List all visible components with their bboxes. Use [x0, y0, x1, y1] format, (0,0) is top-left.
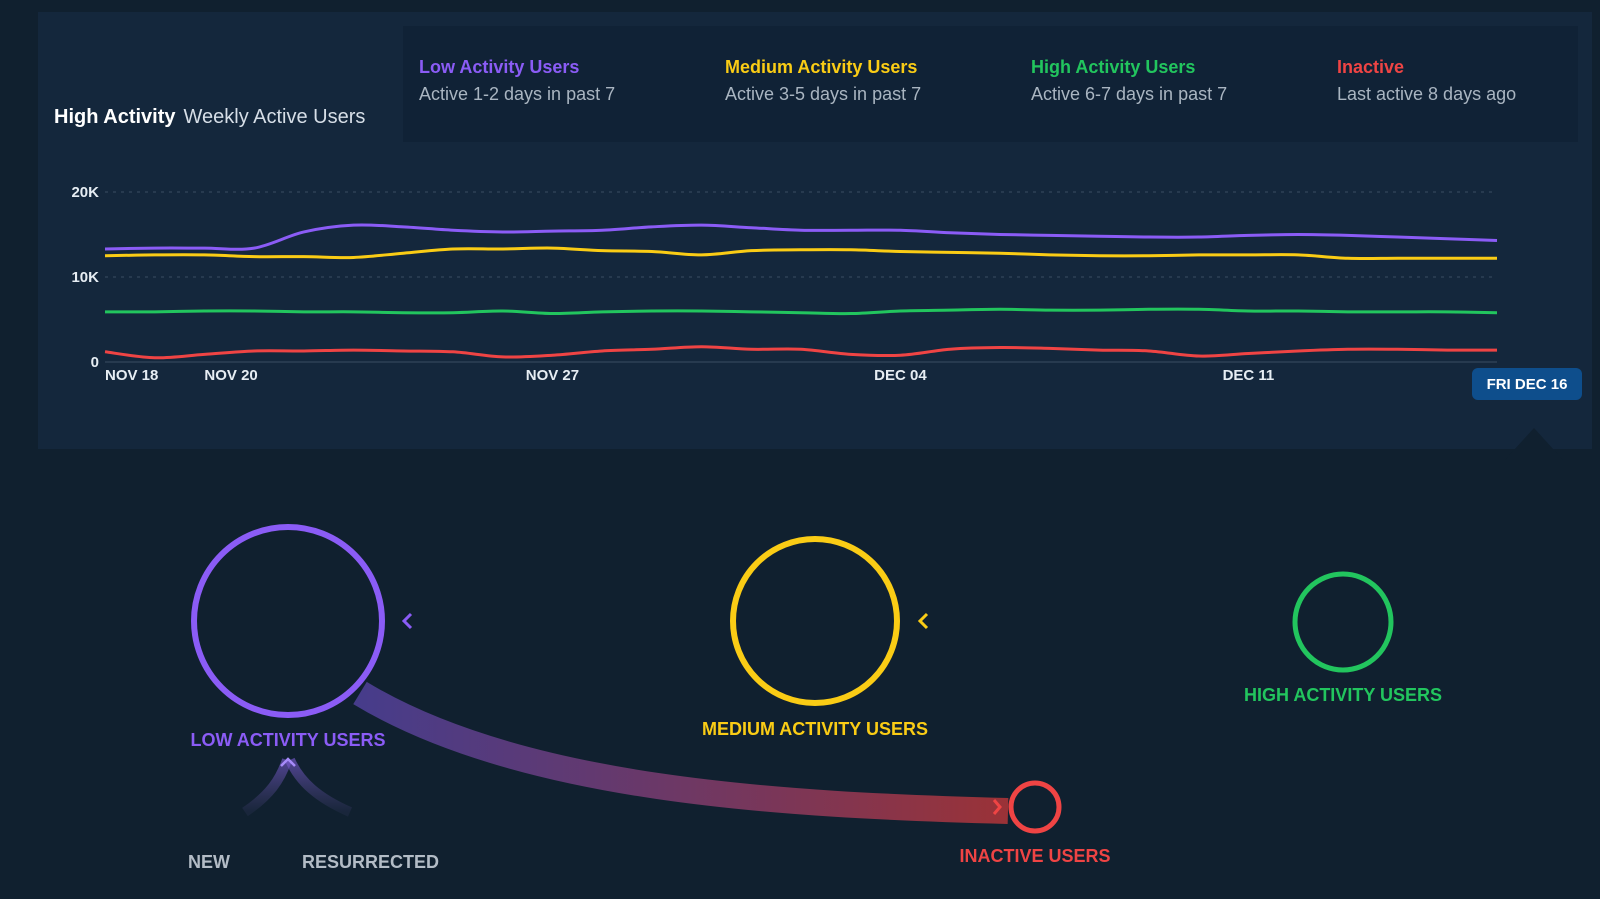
title-bold: High Activity: [54, 106, 176, 128]
x-tick-label: DEC 04: [874, 367, 927, 384]
legend-item-low[interactable]: Low Activity Users Active 1-2 days in pa…: [419, 57, 615, 105]
chart-panel: High Activity Weekly Active Users Low Act…: [38, 12, 1592, 461]
chevron-left-icon: [401, 612, 413, 630]
legend-name: High Activity Users: [1031, 57, 1196, 77]
high-activity-node: [1292, 571, 1394, 673]
series-line: [104, 223, 1498, 251]
chart-title: High Activity Weekly Active Users: [54, 106, 365, 129]
legend-name: Medium Activity Users: [725, 57, 918, 77]
legend-desc: Active 1-2 days in past 7: [419, 84, 616, 104]
new-users-label[interactable]: NEW: [188, 852, 230, 872]
x-tick-label: NOV 27: [526, 367, 579, 384]
series-line: [104, 246, 1497, 261]
chevron-up-icon: [280, 757, 296, 767]
legend-desc: Active 3-5 days in past 7: [725, 84, 922, 104]
y-tick-label: 20K: [71, 184, 99, 201]
resurrected-users-label[interactable]: RESURRECTED: [302, 852, 440, 872]
medium-activity-label[interactable]: MEDIUM ACTIVITY USERS: [701, 719, 929, 739]
y-tick-label: 10K: [71, 269, 99, 286]
high-activity-label[interactable]: HIGH ACTIVITY USERS: [1243, 685, 1443, 705]
x-tick-label: NOV 18: [105, 367, 158, 384]
legend-item-high[interactable]: High Activity Users Active 6-7 days in p…: [1031, 57, 1227, 105]
y-tick-label: 0: [91, 354, 99, 371]
legend-item-medium[interactable]: Medium Activity Users Active 3-5 days in…: [725, 57, 921, 105]
x-tick-label: DEC 11: [1223, 367, 1275, 384]
title-subtitle: Weekly Active Users: [183, 106, 366, 128]
flow-low-to-inactive: [353, 681, 1009, 824]
series-line: [104, 345, 1498, 360]
medium-activity-node: [730, 536, 900, 706]
low-activity-label[interactable]: LOW ACTIVITY USERS: [190, 730, 386, 750]
chevron-right-icon: [992, 799, 1002, 815]
inactive-node: [1008, 780, 1062, 834]
legend-desc: Last active 8 days ago: [1337, 84, 1517, 104]
low-activity-node: [191, 524, 385, 718]
flow-resurrected-to-low: [285, 757, 353, 817]
inactive-label[interactable]: INACTIVE USERS: [959, 846, 1111, 866]
series-line: [104, 307, 1498, 316]
selected-date-pointer: [1504, 428, 1564, 461]
chevron-left-icon: [917, 612, 929, 630]
flow-new-to-low: [242, 758, 292, 817]
selected-date-badge[interactable]: FRI DEC 16: [1472, 368, 1582, 400]
legend-name: Inactive: [1337, 57, 1405, 77]
legend-name: Low Activity Users: [419, 57, 580, 77]
legend-desc: Active 6-7 days in past 7: [1031, 84, 1228, 104]
legend: Low Activity Users Active 1-2 days in pa…: [403, 26, 1578, 142]
x-tick-label: NOV 20: [204, 367, 257, 384]
line-chart[interactable]: 0 10K 20K NOV 18 NOV 20 NOV 27 DEC 04 DEC 11: [38, 12, 1592, 449]
legend-item-inactive[interactable]: Inactive Last active 8 days ago: [1337, 57, 1516, 105]
